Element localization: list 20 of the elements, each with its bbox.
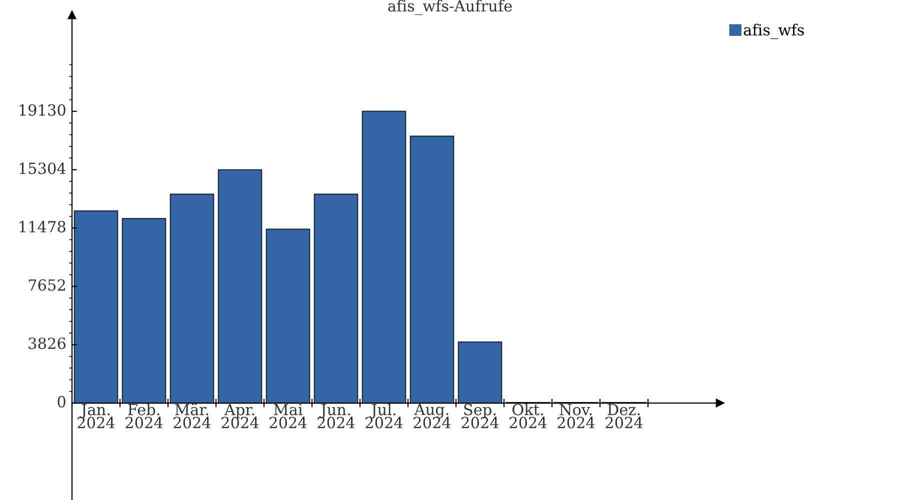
x-tick-label: Mär. 2024 [174,403,211,428]
x-tick-label: Okt. 2024 [510,403,547,428]
x-tick-label: Apr. 2024 [222,404,259,428]
x-tick-label: Jan. 2024 [78,404,115,428]
y-tick-label: 11478 [20,220,66,232]
y-tick-label: 0 [58,396,66,408]
x-tick-label: Nov. 2024 [558,404,595,428]
x-tick-label: Dez. 2024 [606,404,643,428]
x-tick-label: Jun. 2024 [318,404,355,428]
y-tick-label: 15304 [20,162,66,174]
x-tick-label: Sep. 2024 [462,404,499,428]
x-tick-label: Jul. 2024 [366,403,403,428]
y-tick-label: 19130 [20,104,66,116]
x-tick-label: Mai 2024 [270,404,307,428]
chart-title: afis_wfs-Aufrufe [388,0,512,15]
y-tick-label: 7652 [28,279,65,291]
y-tick-label: 3826 [28,338,66,350]
x-tick-label: Feb. 2024 [126,403,163,428]
x-tick-label: Aug. 2024 [414,404,451,428]
legend-label: afis_wfs [744,24,804,39]
